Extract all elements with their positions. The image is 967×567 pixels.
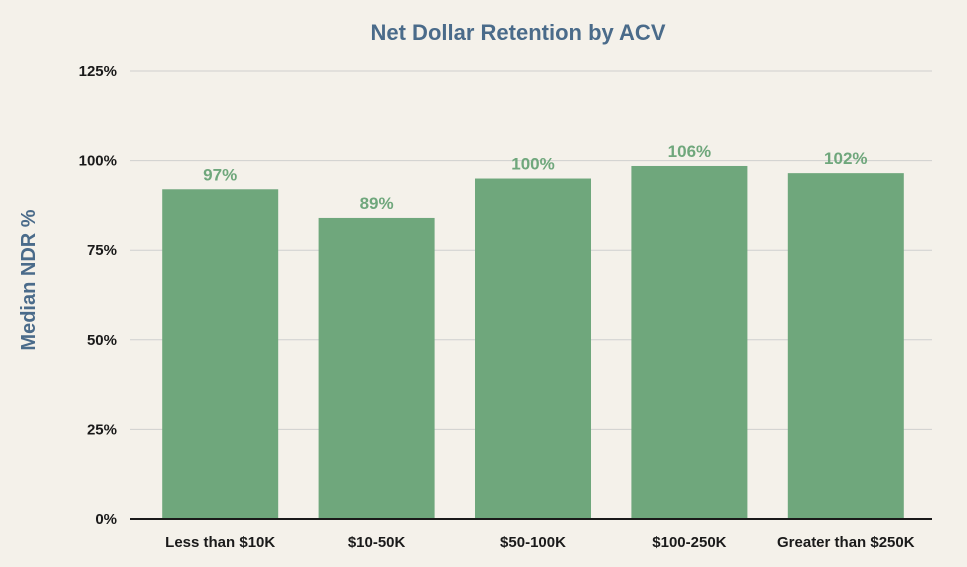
x-tick-label: Less than $10K (165, 534, 275, 551)
y-tick-label: 25% (87, 421, 117, 438)
y-tick-label: 0% (95, 511, 117, 528)
bar (162, 189, 279, 519)
y-tick-label: 100% (79, 153, 117, 170)
chart-title: Net Dollar Retention by ACV (371, 20, 666, 45)
bar (318, 217, 435, 519)
bar (787, 173, 904, 520)
x-tick-label: $50-100K (500, 534, 566, 551)
y-tick-label: 75% (87, 242, 117, 259)
bar (631, 165, 748, 519)
data-label: 102% (824, 149, 867, 168)
bars (162, 165, 904, 520)
y-tick-label: 50% (87, 332, 117, 349)
x-tick-label: Greater than $250K (777, 534, 915, 551)
x-axis-ticks: Less than $10K $10-50K $50-100K $100-250K Gr… (165, 534, 915, 551)
bar (475, 178, 591, 519)
data-label: 89% (360, 194, 394, 213)
y-tick-label: 125% (79, 63, 117, 80)
data-label: 97% (203, 165, 237, 184)
data-labels: 97% 89% 100% 106% 102% (203, 142, 867, 213)
y-axis-label: Median NDR % (18, 209, 40, 350)
x-tick-label: $10-50K (348, 534, 406, 551)
x-tick-label: $100-250K (652, 534, 726, 551)
data-label: 100% (511, 155, 554, 174)
data-label: 106% (668, 142, 711, 161)
y-axis-ticks: 0% 25% 50% 75% 100% 125% (79, 63, 117, 528)
